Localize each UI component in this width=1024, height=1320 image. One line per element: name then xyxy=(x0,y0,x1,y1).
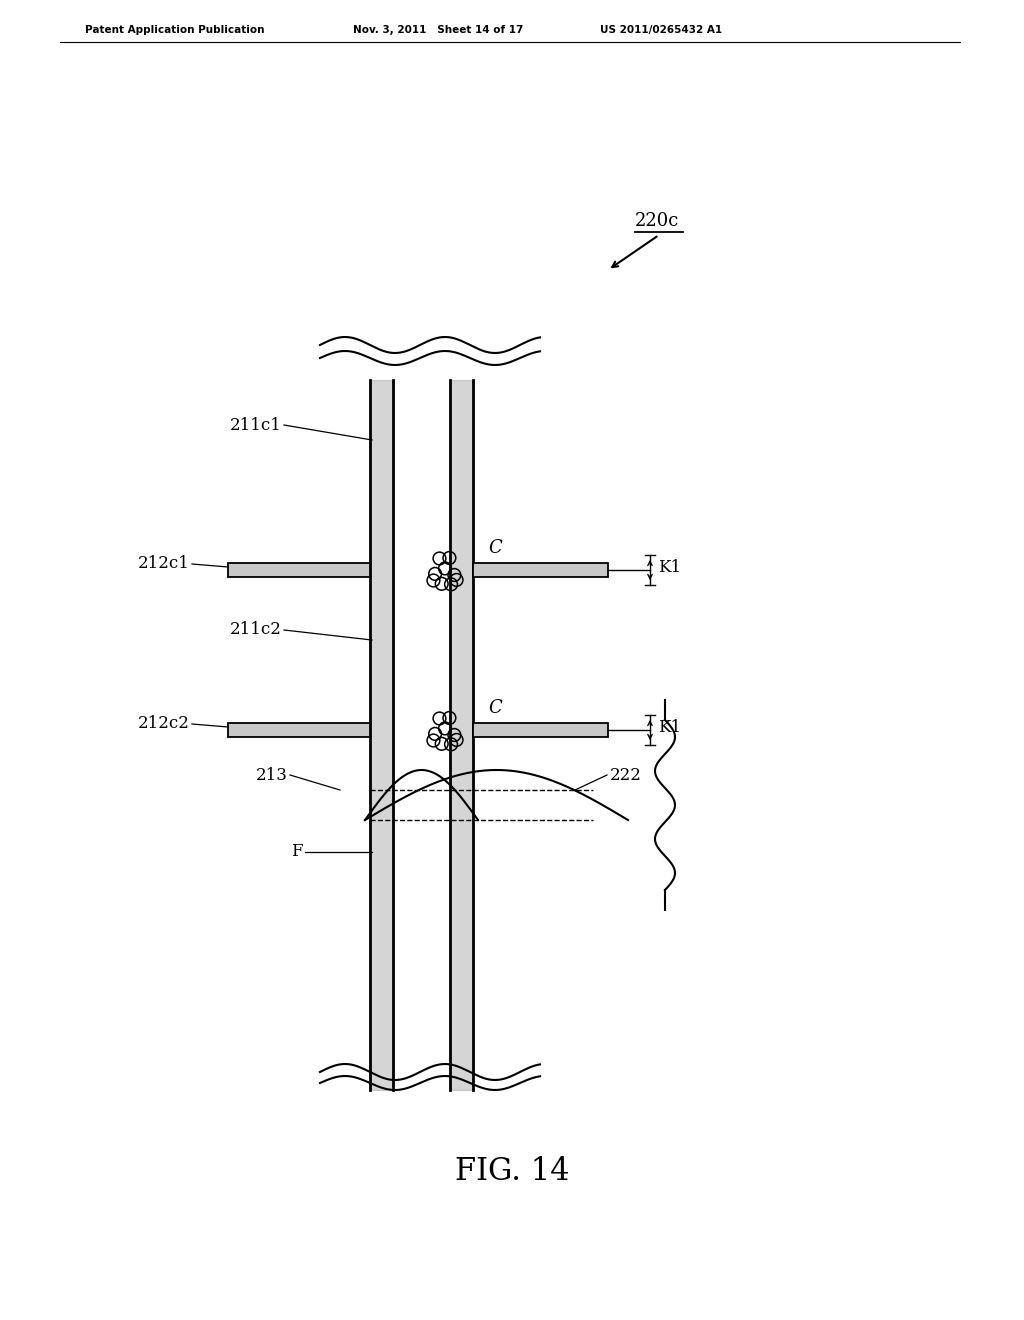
Text: Nov. 3, 2011   Sheet 14 of 17: Nov. 3, 2011 Sheet 14 of 17 xyxy=(353,25,523,36)
Text: 211c2: 211c2 xyxy=(230,622,282,639)
Text: 211c1: 211c1 xyxy=(230,417,282,433)
Text: 213: 213 xyxy=(256,767,288,784)
Text: K1: K1 xyxy=(658,719,681,737)
Text: 212c2: 212c2 xyxy=(138,715,190,733)
Text: 222: 222 xyxy=(610,767,642,784)
Text: Patent Application Publication: Patent Application Publication xyxy=(85,25,264,36)
Text: C: C xyxy=(488,539,502,557)
Bar xyxy=(228,723,370,737)
Text: FIG. 14: FIG. 14 xyxy=(455,1156,569,1188)
Text: K1: K1 xyxy=(658,560,681,577)
Bar xyxy=(228,564,370,577)
Text: 212c1: 212c1 xyxy=(138,556,190,573)
Text: 220c: 220c xyxy=(635,213,679,230)
Bar xyxy=(473,723,608,737)
Text: US 2011/0265432 A1: US 2011/0265432 A1 xyxy=(600,25,722,36)
Text: C: C xyxy=(488,700,502,717)
Bar xyxy=(473,564,608,577)
Text: F: F xyxy=(292,843,303,861)
